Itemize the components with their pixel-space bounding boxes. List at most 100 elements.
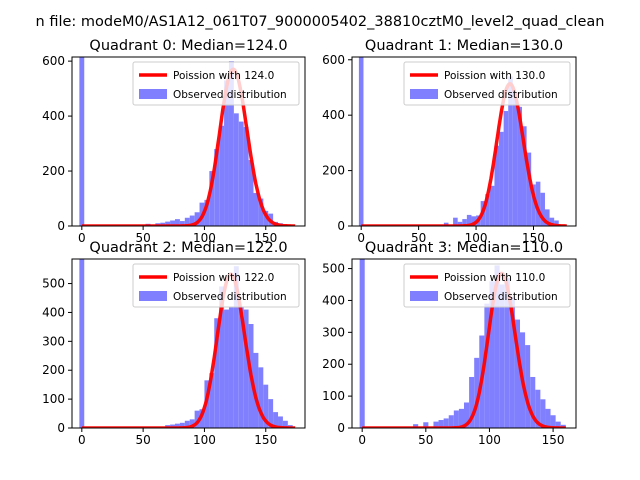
- poisson-curve: [81, 272, 296, 428]
- histogram-bar: [179, 221, 185, 226]
- histogram-bar: [462, 219, 467, 226]
- histogram-bar: [508, 76, 513, 226]
- histogram-bar: [458, 408, 464, 428]
- legend-label-poisson: Poission with 130.0: [444, 70, 545, 82]
- y-tick-label: 200: [322, 164, 345, 178]
- histogram-bar: [489, 185, 495, 226]
- y-tick-label: 200: [42, 363, 65, 377]
- y-tick-label: 200: [322, 357, 345, 371]
- figure-suptitle: n file: modeM0/AS1A12_061T07_9000005402_…: [36, 14, 605, 30]
- histogram-bar: [512, 93, 518, 226]
- histogram-bar: [545, 408, 551, 428]
- legend-box: [403, 263, 571, 308]
- histogram-bar: [165, 221, 171, 226]
- histogram-bar: [209, 373, 215, 428]
- legend-label-poisson: Poission with 122.0: [173, 272, 274, 284]
- histogram-bar: [214, 318, 220, 428]
- y-tick-label: 300: [322, 325, 345, 339]
- histogram-bar: [219, 286, 225, 428]
- histogram-bar: [184, 217, 190, 226]
- histogram-bar: [485, 194, 490, 226]
- legend-box: [132, 263, 300, 308]
- histogram-bar: [555, 421, 561, 428]
- y-tick-label: 300: [42, 334, 65, 348]
- y-tick-label: 600: [42, 54, 65, 68]
- y-tick-label: 0: [337, 421, 345, 435]
- histogram-bar: [258, 198, 264, 226]
- histogram-bar: [494, 265, 500, 428]
- legend-label-observed: Observed distribution: [173, 89, 287, 101]
- x-tick-label: 0: [357, 231, 365, 245]
- y-tick-label: 0: [337, 219, 345, 233]
- histogram-bar: [474, 357, 480, 428]
- x-tick-label: 150: [542, 433, 565, 447]
- histogram-bar: [219, 125, 225, 226]
- histogram-bar: [453, 410, 459, 428]
- histogram-bar: [273, 412, 279, 428]
- chart-legend: Poission with 110.0 Observed distribution: [403, 263, 571, 308]
- y-tick-label: 200: [42, 164, 65, 178]
- histogram-bar: [258, 367, 264, 428]
- histogram-bar: [243, 127, 249, 226]
- legend-label-poisson: Poission with 124.0: [173, 70, 274, 82]
- histogram-bar: [554, 220, 559, 226]
- histogram-bar: [204, 199, 210, 226]
- chart-legend: Poission with 130.0 Observed distribution: [403, 61, 571, 106]
- x-tick-label: 0: [358, 433, 366, 447]
- histogram-bar: [503, 111, 509, 226]
- histogram-bar: [278, 416, 283, 428]
- legend-box: [132, 61, 300, 106]
- y-tick-label: 100: [322, 389, 345, 403]
- histogram-bar: [248, 160, 254, 226]
- histogram-bar: [509, 297, 515, 428]
- y-tick-label: 500: [42, 277, 65, 291]
- axes-frame: [351, 258, 577, 429]
- histogram-bar: [253, 352, 259, 428]
- x-tick-label: 50: [135, 433, 150, 447]
- histogram-bar: [471, 216, 477, 226]
- histogram-bar: [233, 266, 239, 428]
- histogram-bar: [268, 399, 274, 428]
- chart-panel-0: 0 50 100 150 0 200 400 600 Quadrant 0: Median=12…: [42, 38, 306, 245]
- axes-frame: [351, 56, 577, 227]
- histogram-bar: [453, 217, 458, 226]
- x-tick-label: 50: [411, 231, 426, 245]
- histogram-bar: [179, 422, 185, 428]
- histogram-bar: [228, 306, 234, 428]
- histogram-bar: [194, 410, 200, 428]
- histogram-bar: [359, 259, 365, 428]
- legend-bar-swatch: [410, 89, 438, 99]
- histogram-bar: [194, 212, 200, 226]
- histogram-bar: [438, 420, 444, 428]
- histogram-bar: [79, 259, 85, 428]
- legend-bar-swatch: [139, 291, 167, 301]
- axes-frame: [71, 258, 306, 429]
- histogram-bar: [550, 415, 556, 428]
- x-tick-label: 0: [78, 231, 86, 245]
- chart-panel-3: 0 50 100 150 0 100 200 300 400 500 Quadrant 3: Med…: [322, 240, 577, 447]
- histogram-bar: [238, 121, 244, 226]
- legend-label-poisson: Poission with 110.0: [444, 272, 545, 284]
- x-tick-label: 150: [254, 433, 277, 447]
- histogram-bar: [228, 61, 234, 226]
- histogram-bar: [530, 376, 536, 428]
- histogram-bar: [469, 376, 475, 428]
- legend-bar-swatch: [410, 291, 438, 301]
- histogram-bar: [499, 131, 504, 226]
- chart-title: Quadrant 2: Median=122.0: [89, 240, 287, 256]
- histogram-bar: [413, 424, 419, 428]
- histogram-bar: [525, 345, 531, 428]
- histogram-bar: [209, 171, 215, 226]
- histogram-bar: [170, 220, 176, 226]
- histogram-bar: [175, 423, 180, 428]
- histogram-bar: [443, 418, 449, 428]
- histogram-bar: [535, 389, 541, 428]
- x-tick-label: 50: [135, 231, 150, 245]
- histogram-bar: [531, 184, 536, 226]
- histogram-bar: [199, 409, 205, 428]
- histogram-bar: [79, 57, 85, 226]
- poisson-curve: [361, 271, 567, 428]
- x-tick-label: 150: [254, 231, 277, 245]
- y-tick-label: 400: [322, 108, 345, 122]
